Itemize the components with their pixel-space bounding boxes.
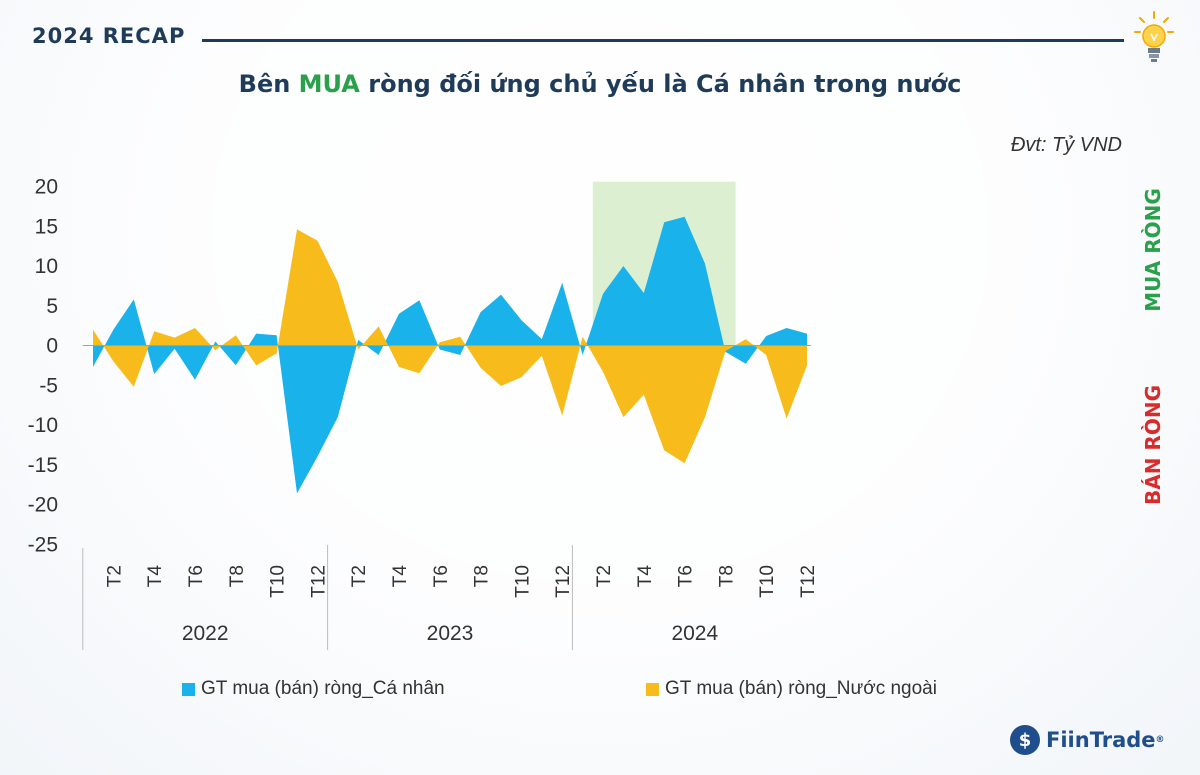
x-tick-label: T8 — [472, 565, 493, 587]
x-tick-label: T6 — [186, 565, 207, 587]
x-tick-label: T4 — [390, 565, 411, 588]
y-tick-label: -5 — [39, 374, 58, 397]
legend: GT mua (bán) ròng_Cá nhân GT mua (bán) r… — [0, 678, 1200, 702]
chart-title: Bên MUA ròng đối ứng chủ yếu là Cá nhân … — [0, 70, 1200, 98]
y-tick-label: -10 — [28, 414, 58, 437]
x-tick-label: T12 — [308, 565, 329, 598]
y-tick-label: 20 — [35, 176, 58, 199]
x-tick-label: T4 — [145, 565, 166, 588]
x-tick-label: T12 — [553, 565, 574, 598]
legend-label-individual: GT mua (bán) ròng_Cá nhân — [201, 678, 445, 699]
x-tick-label: T6 — [676, 565, 697, 587]
header-divider — [202, 39, 1124, 42]
x-tick-label: T2 — [594, 565, 615, 587]
series-area-0 — [93, 216, 807, 494]
sell-side-label: BÁN RÒNG — [1141, 385, 1165, 505]
unit-label: Đvt: Tỷ VND — [1010, 134, 1122, 156]
fiintrade-brand: $ FiinTrade ® — [1010, 725, 1165, 755]
y-tick-label: -15 — [28, 454, 58, 477]
y-tick-label: 10 — [35, 255, 58, 278]
x-tick-label: T6 — [431, 565, 452, 587]
legend-swatch-foreign — [646, 682, 659, 696]
x-tick-label: T4 — [635, 565, 656, 588]
y-tick-label: 0 — [46, 335, 58, 358]
x-tick-label: T8 — [716, 565, 737, 587]
y-tick-label: 5 — [46, 295, 58, 318]
x-tick-label: T12 — [798, 565, 819, 598]
title-highlight: MUA — [298, 70, 360, 98]
x-tick-label: T2 — [349, 565, 370, 587]
year-label: 2022 — [182, 622, 229, 645]
year-label: 2023 — [427, 622, 474, 645]
x-tick-label: T8 — [227, 565, 248, 587]
recap-badge: 2024 RECAP — [32, 24, 186, 48]
x-tick-label: T10 — [512, 565, 533, 598]
title-prefix: Bên — [238, 70, 299, 98]
fiintrade-logo-icon: $ — [1010, 725, 1040, 755]
y-tick-label: -20 — [28, 494, 58, 517]
buy-side-label: MUA RÒNG — [1141, 188, 1165, 312]
x-tick-label: T10 — [757, 565, 778, 598]
y-tick-label: 15 — [35, 215, 58, 238]
y-tick-label: -25 — [28, 533, 58, 556]
legend-item-individual: GT mua (bán) ròng_Cá nhân — [182, 678, 445, 700]
series-area-1 — [93, 229, 807, 464]
brand-name: FiinTrade — [1046, 728, 1156, 752]
legend-label-foreign: GT mua (bán) ròng_Nước ngoài — [665, 678, 937, 699]
brand-mark: ® — [1155, 735, 1165, 745]
title-suffix: ròng đối ứng chủ yếu là Cá nhân trong nư… — [359, 70, 962, 98]
lightbulb-icon — [1134, 11, 1174, 62]
year-label: 2024 — [671, 622, 718, 645]
x-tick-label: T10 — [268, 565, 289, 598]
legend-swatch-individual — [182, 682, 195, 696]
legend-item-foreign: GT mua (bán) ròng_Nước ngoài — [646, 678, 937, 700]
x-tick-label: T2 — [104, 565, 125, 587]
